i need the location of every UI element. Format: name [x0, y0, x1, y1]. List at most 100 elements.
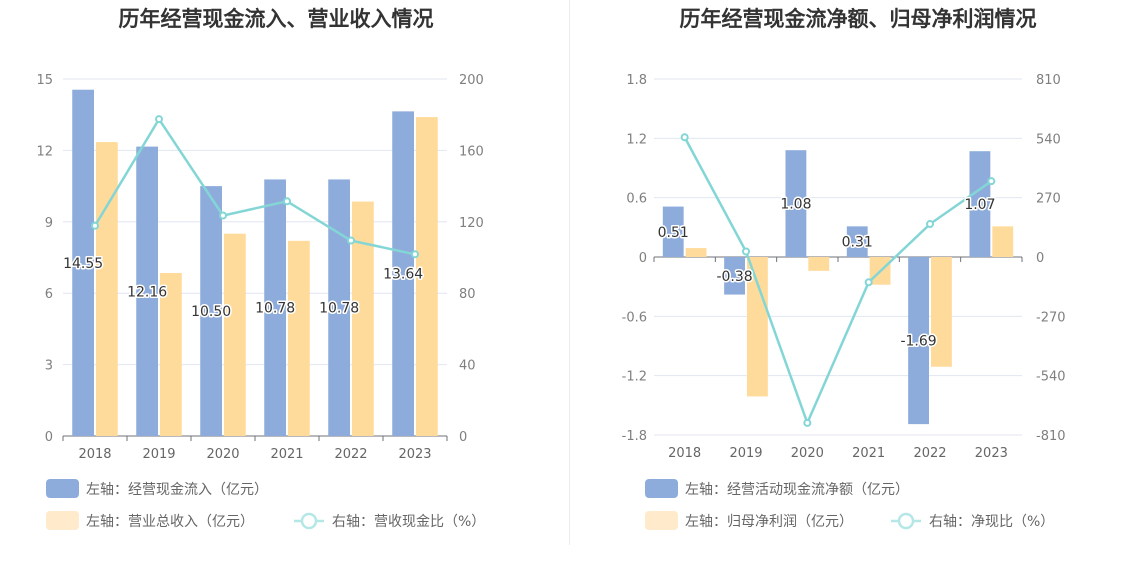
bar-primary — [785, 150, 807, 257]
right-y-tick: 80 — [459, 287, 476, 302]
legend-label: 右轴：净现比（%） — [929, 514, 1054, 530]
x-tick-label: 2018 — [668, 446, 701, 461]
bar-secondary — [931, 257, 952, 367]
right-y-tick: 40 — [459, 359, 476, 374]
legend-swatch-marker — [897, 512, 915, 530]
bar-secondary — [808, 257, 830, 271]
ratio-point — [155, 115, 163, 124]
chart-netcash-profit: 历年经营现金流净额、归母净利润情况 -1.8 -1.2 -0.6 0 0.6 1.2 1.8 -… — [622, 7, 1066, 530]
ratio-line — [683, 136, 993, 427]
data-label: 0.31 — [842, 235, 873, 251]
left-y-tick: 3 — [45, 359, 53, 374]
bar-secondary — [747, 257, 768, 397]
right-y-tick: 200 — [459, 73, 484, 88]
legend-swatch-bar — [46, 511, 79, 530]
data-label: 10.78 — [319, 301, 359, 317]
left-y-tick: -0.6 — [622, 310, 647, 325]
chart-divider — [569, 0, 570, 545]
x-tick-label: 2023 — [398, 447, 431, 462]
x-tick-label: 2021 — [852, 446, 885, 461]
x-tick-label: 2021 — [270, 447, 303, 462]
x-tick-label: 2022 — [334, 447, 367, 462]
x-tick-label: 2020 — [206, 447, 239, 462]
ratio-point — [864, 278, 873, 287]
bar-primary — [136, 146, 158, 437]
ratio-point — [219, 211, 227, 220]
legend-label: 左轴：营业总收入（亿元） — [86, 514, 254, 530]
ratio-point — [742, 247, 750, 256]
data-label: -1.69 — [900, 334, 936, 350]
right-y-tick: 0 — [1036, 251, 1044, 266]
ratio-point — [926, 220, 934, 229]
ratio-point — [411, 250, 419, 259]
x-tick-label: 2023 — [975, 446, 1008, 461]
bar-secondary — [224, 233, 246, 436]
chart-title: 历年经营现金流净额、归母净利润情况 — [680, 7, 1037, 31]
x-tick-label: 2020 — [791, 446, 824, 461]
bar-secondary — [288, 240, 310, 436]
legend-swatch-marker — [300, 512, 318, 530]
data-label: 12.16 — [127, 284, 167, 300]
ratio-line — [93, 116, 416, 256]
ratio-point — [91, 221, 99, 230]
legend-label: 左轴：经营活动现金流净额（亿元） — [685, 482, 909, 498]
left-y-tick: 0 — [45, 430, 53, 445]
data-label: 10.50 — [191, 304, 231, 320]
right-y-tick: 0 — [459, 430, 467, 445]
bar-primary — [392, 111, 414, 437]
ratio-point — [283, 197, 291, 206]
bar-primary — [846, 226, 868, 257]
data-label: 10.78 — [255, 301, 295, 317]
left-y-tick: 1.8 — [626, 73, 647, 88]
ratio-point — [680, 133, 689, 142]
data-label: 1.08 — [780, 197, 811, 213]
x-tick-label: 2019 — [729, 446, 762, 461]
ratio-point — [347, 236, 355, 245]
data-label: 1.07 — [964, 197, 995, 213]
bar-secondary — [416, 117, 438, 436]
left-y-tick: 0.6 — [626, 192, 647, 207]
bar-primary — [662, 206, 684, 257]
data-label: 13.64 — [383, 267, 423, 283]
legend-label: 左轴：归母净利润（亿元） — [685, 513, 853, 530]
left-y-tick: 15 — [36, 73, 53, 88]
legend-label: 左轴：经营现金流入（亿元） — [86, 482, 268, 498]
right-y-tick: 120 — [459, 216, 484, 231]
left-y-tick: 6 — [45, 287, 53, 302]
data-label: 0.51 — [658, 225, 689, 241]
bar-primary — [724, 257, 745, 295]
right-y-tick: -810 — [1036, 429, 1066, 444]
left-y-tick: 0 — [639, 251, 647, 266]
left-y-tick: -1.8 — [622, 429, 647, 444]
bar-secondary — [992, 226, 1014, 257]
right-y-tick: -270 — [1036, 310, 1066, 325]
x-tick-label: 2018 — [78, 447, 111, 462]
legend-swatch-bar — [645, 511, 678, 530]
bar-secondary — [352, 201, 374, 436]
right-y-tick: 270 — [1036, 192, 1061, 207]
legend-swatch-bar — [645, 479, 678, 498]
bar-secondary — [160, 272, 182, 436]
ratio-point — [987, 177, 996, 186]
bar-primary — [264, 179, 286, 436]
x-tick-label: 2022 — [913, 446, 946, 461]
legend-label: 右轴：营收现金比（%） — [332, 514, 485, 530]
right-y-tick: 810 — [1036, 73, 1061, 88]
bar-primary — [328, 179, 350, 436]
bar-secondary — [96, 142, 118, 436]
left-y-tick: -1.2 — [622, 370, 647, 385]
data-label: 14.55 — [63, 256, 103, 272]
bar-secondary — [685, 248, 707, 257]
data-label: -0.38 — [716, 269, 752, 285]
x-tick-label: 2019 — [142, 447, 175, 462]
chart-title: 历年经营现金流入、营业收入情况 — [119, 7, 434, 31]
right-y-tick: 160 — [459, 144, 484, 159]
bar-primary — [72, 89, 94, 437]
left-y-tick: 9 — [45, 216, 53, 231]
bar-primary — [200, 186, 222, 436]
bar-primary — [969, 151, 991, 257]
left-y-tick: 12 — [36, 144, 53, 159]
right-y-tick: 540 — [1036, 132, 1061, 147]
chart-cashflow-revenue: 历年经营现金流入、营业收入情况 0 3 6 9 12 15 0 40 80 120 160 200 201… — [36, 7, 485, 530]
